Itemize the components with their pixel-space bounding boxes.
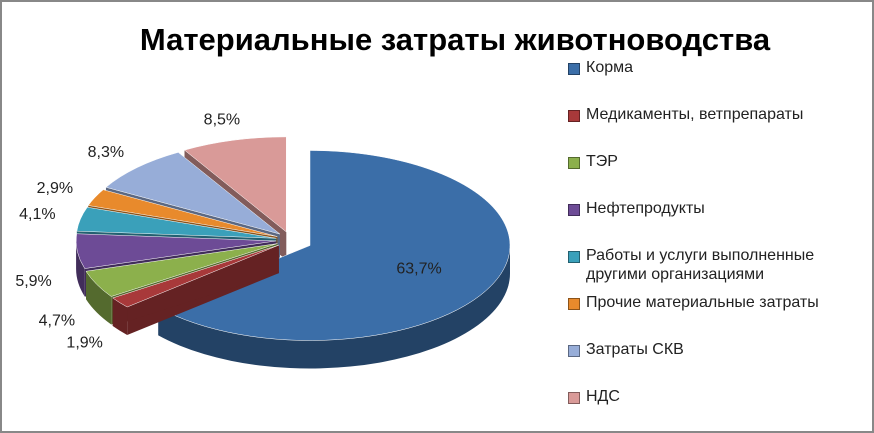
data-label: 63,7% xyxy=(396,261,441,278)
pie-slice xyxy=(105,152,281,235)
data-label: 2,9% xyxy=(37,180,73,197)
legend-label: Нефтепродукты xyxy=(586,200,705,217)
data-label: 8,3% xyxy=(88,144,124,161)
data-label: 4,7% xyxy=(39,312,75,329)
legend-item: ТЭР xyxy=(568,152,868,199)
legend-item: Медикаменты, ветпрепараты xyxy=(568,105,868,152)
pie-slice xyxy=(112,244,279,308)
legend-item: Нефтепродукты xyxy=(568,199,868,246)
data-label: 1,9% xyxy=(66,334,102,351)
data-label: 5,9% xyxy=(15,273,51,290)
slice-side xyxy=(112,245,279,326)
chart-title: Материальные затраты животноводства xyxy=(140,22,771,57)
pie-slice xyxy=(87,189,278,237)
legend-label: Прочие материальные затраты xyxy=(586,294,819,311)
legend-swatch xyxy=(568,345,580,357)
slice-wall xyxy=(76,240,85,297)
legend-item: Прочие материальные затраты xyxy=(568,293,868,340)
slice-wall xyxy=(86,271,112,325)
legend-label: Медикаменты, ветпрепараты xyxy=(586,106,804,123)
legend-swatch xyxy=(568,392,580,404)
legend-swatch xyxy=(568,157,580,169)
data-label: 4,1% xyxy=(19,206,55,223)
slice-wall xyxy=(112,297,128,336)
legend-label: Затраты СКВ xyxy=(586,341,684,358)
pie-slice xyxy=(75,233,277,269)
legend-swatch xyxy=(568,298,580,310)
legend-label: Корма xyxy=(586,59,634,76)
legend-label: Работы и услуги выполненные другими орга… xyxy=(586,247,815,283)
legend: Корма Медикаменты, ветпрепараты ТЭР Нефтепр… xyxy=(568,58,868,433)
legend-label: НДС xyxy=(586,388,620,405)
legend-swatch xyxy=(568,251,580,263)
pie-slice xyxy=(76,206,277,239)
legend-swatch xyxy=(568,63,580,75)
legend-swatch xyxy=(568,204,580,216)
legend-label: ТЭР xyxy=(586,153,618,170)
legend-item: Корма xyxy=(568,58,868,105)
legend-swatch xyxy=(568,110,580,122)
pie-slice xyxy=(85,243,278,297)
legend-item: НДС xyxy=(568,387,868,433)
pie-slice xyxy=(183,136,287,233)
legend-item: Работы и услуги выполненные другими орга… xyxy=(568,246,868,293)
legend-item: Затраты СКВ xyxy=(568,340,868,387)
data-label: 8,5% xyxy=(204,111,240,128)
slice-wall xyxy=(158,245,510,369)
pie-slice xyxy=(157,150,511,341)
